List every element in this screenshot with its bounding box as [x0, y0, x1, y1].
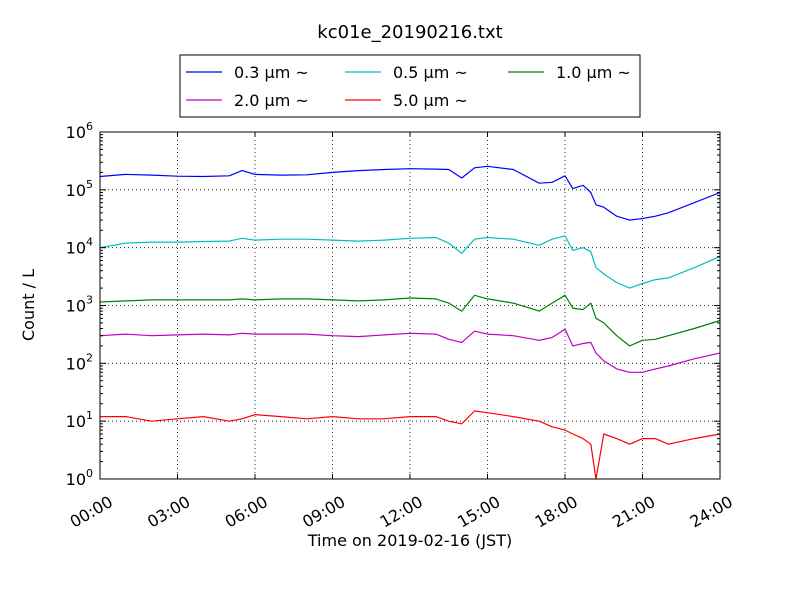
- legend-box: [179, 54, 641, 118]
- x-axis-label: Time on 2019-02-16 (JST): [307, 531, 512, 550]
- y-tick-label: 104: [66, 236, 93, 258]
- series-line-1: [99, 235, 721, 289]
- legend-item: 5.0 μm ~: [345, 91, 468, 110]
- axis-ticks: [99, 131, 721, 480]
- legend-label: 0.3 μm ~: [234, 63, 309, 82]
- series-layer: [99, 165, 721, 480]
- y-tick-label: 102: [66, 351, 93, 373]
- x-tick-label: 03:00: [144, 492, 193, 532]
- y-tick-label: 106: [66, 120, 93, 142]
- series-line-0: [99, 165, 721, 221]
- x-tick-label: 18:00: [532, 492, 581, 532]
- x-tick-label: 24:00: [687, 492, 736, 532]
- x-tick-label: 15:00: [454, 492, 503, 532]
- legend-label: 2.0 μm ~: [234, 91, 309, 110]
- x-tick-labels: 00:00 03:00 06:00 09:00 12:00 15:00 18:00 21:00…: [67, 492, 736, 532]
- legend-item: 0.3 μm ~: [186, 63, 309, 82]
- legend-label: 5.0 μm ~: [393, 91, 468, 110]
- x-tick-label: 12:00: [377, 492, 426, 532]
- chart-title: kc01e_20190216.txt: [317, 22, 502, 43]
- legend-item: 2.0 μm ~: [186, 91, 309, 110]
- legend-label: 0.5 μm ~: [393, 63, 468, 82]
- legend-label: 1.0 μm ~: [556, 63, 631, 82]
- x-tick-label: 06:00: [222, 492, 271, 532]
- legend-item: 0.5 μm ~: [345, 63, 468, 82]
- series-line-3: [99, 328, 721, 373]
- x-tick-label: 21:00: [609, 492, 658, 532]
- x-tick-label: 09:00: [299, 492, 348, 532]
- y-axis-label: Count / L: [19, 269, 38, 341]
- y-tick-label: 103: [66, 294, 93, 316]
- series-line-2: [99, 294, 721, 347]
- y-tick-labels: 100 101 102 103 104 105 106: [66, 120, 93, 489]
- x-tick-label: 00:00: [67, 492, 116, 532]
- series-line-4: [100, 410, 721, 480]
- y-tick-label: 105: [66, 178, 93, 200]
- y-tick-label: 101: [66, 409, 93, 431]
- legend: 0.3 μm ~ 0.5 μm ~ 1.0 μm ~ 2.0 μm ~ 5.0 μm ~: [179, 54, 641, 118]
- y-tick-label: 100: [66, 467, 93, 489]
- grid-lines: [100, 132, 720, 479]
- legend-item: 1.0 μm ~: [508, 63, 631, 82]
